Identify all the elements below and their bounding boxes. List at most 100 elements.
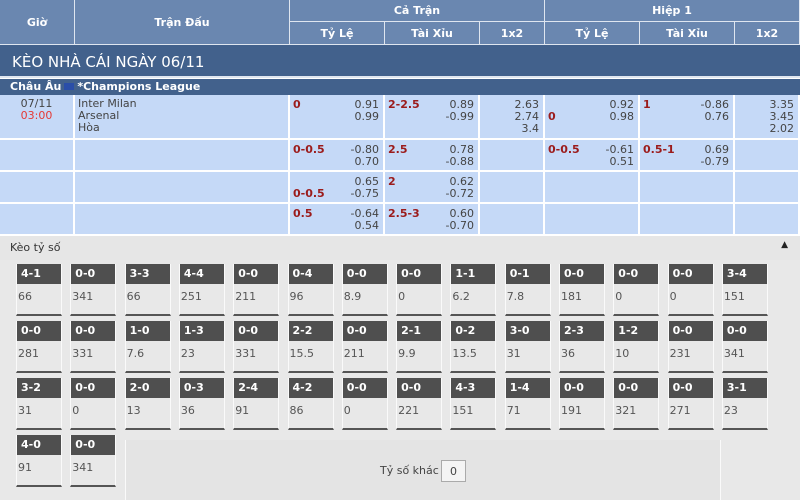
score-cell[interactable]: 1-0 7.6: [124, 321, 171, 373]
score-cell[interactable]: 0-0 0: [667, 264, 714, 316]
odds-cell[interactable]: 1 -0.86 0.76: [640, 95, 735, 140]
score-cell[interactable]: 4-3 151: [450, 378, 497, 430]
score-cell[interactable]: 0-2 13.5: [450, 321, 497, 373]
score-cell[interactable]: 3-4 151: [721, 264, 768, 316]
score-cell[interactable]: 0-0 231: [667, 321, 714, 373]
odds-cell[interactable]: 0-0.5 -0.80 0.70: [290, 140, 385, 172]
odds-value[interactable]: 0.69: [704, 143, 730, 156]
odds-value[interactable]: 0.92: [609, 98, 635, 111]
odds-value[interactable]: -0.75: [350, 187, 379, 200]
odds-cell[interactable]: [735, 204, 800, 236]
score-cell[interactable]: 4-0 91: [16, 435, 62, 487]
score-cell[interactable]: 4-1 66: [16, 264, 62, 316]
odds-value[interactable]: 2.02: [769, 122, 795, 135]
odds-cell[interactable]: 2-2.5 0.89 -0.99: [385, 95, 480, 140]
score-cell[interactable]: 3-0 31: [504, 321, 551, 373]
odds-value[interactable]: 0.91: [354, 98, 380, 111]
score-cell[interactable]: 0-0 341: [70, 264, 117, 316]
score-cell[interactable]: 2-4 91: [233, 378, 280, 430]
odds-value[interactable]: 3.35: [769, 98, 795, 111]
score-cell[interactable]: 1-4 71: [504, 378, 551, 430]
odds-cell[interactable]: [735, 140, 800, 172]
odds-value[interactable]: 0.51: [609, 155, 635, 168]
score-cell[interactable]: 1-3 23: [178, 321, 225, 373]
score-cell[interactable]: 0-1 7.8: [504, 264, 551, 316]
odds-cell[interactable]: 0-0.5 0.65 -0.75: [290, 172, 385, 204]
score-cell[interactable]: 3-3 66: [124, 264, 171, 316]
odds-value[interactable]: 2.63: [514, 98, 540, 111]
odds-value[interactable]: -0.80: [350, 143, 379, 156]
league-row[interactable]: Châu Âu *Champions League: [0, 79, 800, 95]
score-cell[interactable]: 0-0 331: [70, 321, 117, 373]
score-cell[interactable]: 4-4 251: [178, 264, 225, 316]
odds-cell[interactable]: [480, 204, 545, 236]
score-cell[interactable]: 3-1 23: [721, 378, 768, 430]
odds-value[interactable]: 0.98: [609, 110, 635, 123]
score-cell[interactable]: 2-1 9.9: [396, 321, 443, 373]
score-cell[interactable]: 0-4 96: [287, 264, 334, 316]
score-cell[interactable]: 2-2 15.5: [287, 321, 334, 373]
score-cell[interactable]: 1-2 10: [613, 321, 660, 373]
correct-score-header[interactable]: Kèo tỷ số ▲: [0, 236, 800, 260]
score-cell[interactable]: 0-0 321: [613, 378, 660, 430]
odds-cell[interactable]: 2.5 0.78 -0.88: [385, 140, 480, 172]
score-cell[interactable]: 2-3 36: [559, 321, 605, 373]
odds-value[interactable]: 0.62: [449, 175, 475, 188]
odds-cell[interactable]: 0 0.92 0.98: [545, 95, 640, 140]
odds-cell[interactable]: [480, 140, 545, 172]
odds-cell[interactable]: 2.5-3 0.60 -0.70: [385, 204, 480, 236]
odds-value[interactable]: 0.65: [354, 175, 380, 188]
score-cell[interactable]: 0-0 281: [16, 321, 62, 373]
odds-cell[interactable]: [545, 172, 640, 204]
triangle-up-icon[interactable]: ▲: [781, 240, 788, 250]
odds-value[interactable]: -0.86: [700, 98, 729, 111]
odds-cell[interactable]: 2 0.62 -0.72: [385, 172, 480, 204]
odds-cell[interactable]: 0 0.91 0.99: [290, 95, 385, 140]
score-cell[interactable]: 0-0 8.9: [341, 264, 388, 316]
score-cell[interactable]: 4-2 86: [287, 378, 334, 430]
score-cell[interactable]: 0-0 271: [667, 378, 714, 430]
odds-cell[interactable]: [640, 204, 735, 236]
odds-cell[interactable]: 2.63 2.74 3.4: [480, 95, 545, 140]
score-cell[interactable]: 0-0 211: [233, 264, 280, 316]
odds-cell[interactable]: [735, 172, 800, 204]
odds-cell[interactable]: 0.5 -0.64 0.54: [290, 204, 385, 236]
score-cell[interactable]: 1-1 6.2: [450, 264, 497, 316]
odds-value[interactable]: -0.72: [445, 187, 474, 200]
odds-value[interactable]: 0.89: [449, 98, 475, 111]
score-cell[interactable]: 0-0 181: [559, 264, 605, 316]
odds-value[interactable]: 0.54: [354, 219, 380, 232]
score-cell[interactable]: 0-0 341: [70, 435, 117, 487]
odds-cell[interactable]: 0.5-1 0.69 -0.79: [640, 140, 735, 172]
odds-cell[interactable]: [640, 172, 735, 204]
score-cell[interactable]: 0-0 211: [341, 321, 388, 373]
odds-cell[interactable]: 0-0.5 -0.61 0.51: [545, 140, 640, 172]
odds-cell[interactable]: 3.35 3.45 2.02: [735, 95, 800, 140]
odds-value[interactable]: 0.76: [704, 110, 730, 123]
score-cell[interactable]: 0-0 331: [233, 321, 280, 373]
odds-cell[interactable]: [545, 204, 640, 236]
score-cell[interactable]: 3-2 31: [16, 378, 62, 430]
odds-value[interactable]: 0.70: [354, 155, 380, 168]
odds-value[interactable]: 0.99: [354, 110, 380, 123]
odds-value[interactable]: -0.64: [350, 207, 379, 220]
odds-cell[interactable]: [480, 172, 545, 204]
score-cell[interactable]: 0-3 36: [178, 378, 225, 430]
odds-value[interactable]: 3.45: [769, 110, 795, 123]
odds-value[interactable]: 0.60: [449, 207, 475, 220]
score-cell[interactable]: 0-0 0: [396, 264, 443, 316]
odds-value[interactable]: -0.70: [445, 219, 474, 232]
score-cell[interactable]: 2-0 13: [124, 378, 171, 430]
odds-value[interactable]: -0.88: [445, 155, 474, 168]
odds-value[interactable]: -0.99: [445, 110, 474, 123]
score-cell[interactable]: 0-0 221: [396, 378, 443, 430]
score-cell[interactable]: 0-0 191: [559, 378, 605, 430]
odds-value[interactable]: 3.4: [521, 122, 540, 135]
score-cell[interactable]: 0-0 0: [341, 378, 388, 430]
odds-value[interactable]: 0.78: [449, 143, 475, 156]
odds-value[interactable]: 2.74: [514, 110, 540, 123]
score-cell[interactable]: 0-0 0: [70, 378, 117, 430]
odds-value[interactable]: -0.61: [605, 143, 634, 156]
odds-value[interactable]: -0.79: [700, 155, 729, 168]
score-cell[interactable]: 0-0 341: [721, 321, 768, 373]
